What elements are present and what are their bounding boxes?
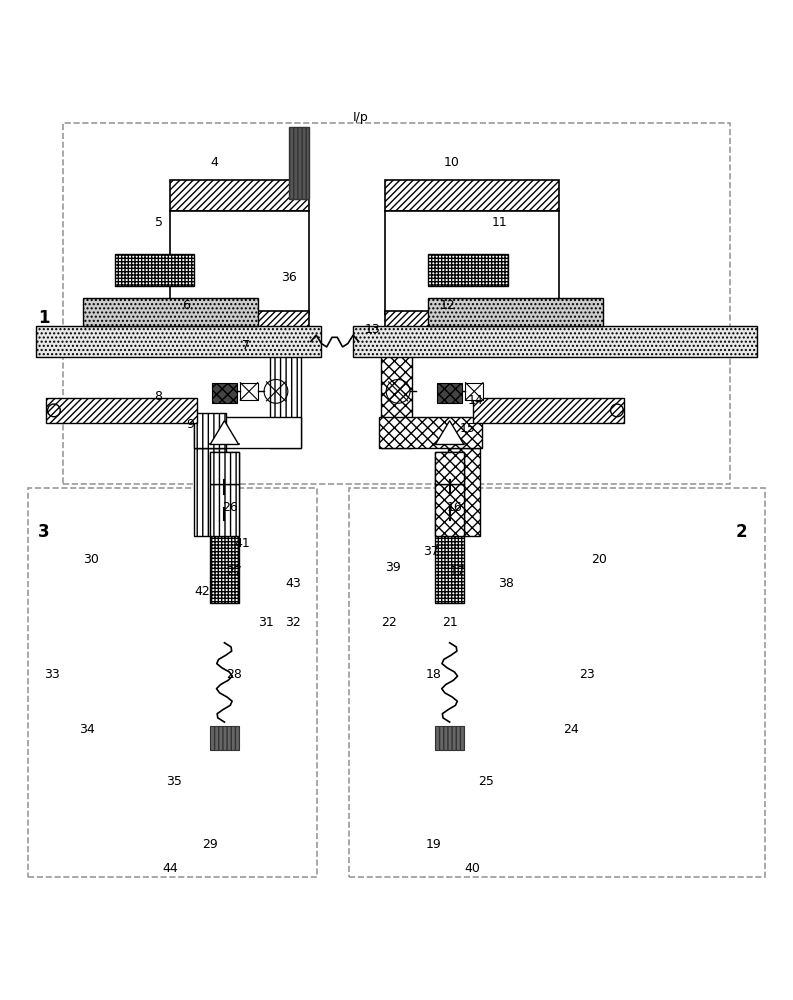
Bar bbox=[212, 383, 237, 403]
Bar bbox=[170, 311, 309, 341]
Text: 21: 21 bbox=[442, 616, 458, 629]
Bar bbox=[349, 488, 765, 877]
Text: 14: 14 bbox=[468, 394, 484, 407]
Text: 43: 43 bbox=[285, 577, 301, 590]
Text: 29: 29 bbox=[202, 838, 218, 851]
Text: 22: 22 bbox=[381, 616, 396, 629]
Text: 25: 25 bbox=[478, 775, 494, 788]
Text: 42: 42 bbox=[194, 585, 210, 598]
Bar bbox=[46, 398, 197, 423]
Text: 40: 40 bbox=[464, 862, 480, 875]
Bar bbox=[115, 254, 194, 286]
Bar bbox=[83, 298, 258, 326]
Text: 37: 37 bbox=[423, 545, 439, 558]
Bar bbox=[435, 726, 464, 750]
Text: 33: 33 bbox=[44, 668, 59, 681]
Text: 32: 32 bbox=[285, 616, 301, 629]
Text: 9: 9 bbox=[186, 418, 194, 431]
Bar bbox=[385, 311, 559, 341]
Text: 24: 24 bbox=[563, 723, 579, 736]
Text: 30: 30 bbox=[83, 553, 99, 566]
Text: 34: 34 bbox=[79, 723, 95, 736]
Bar bbox=[210, 452, 239, 484]
Text: 23: 23 bbox=[579, 668, 595, 681]
Bar bbox=[194, 448, 226, 536]
Bar bbox=[448, 448, 480, 536]
Bar bbox=[435, 452, 464, 484]
Text: 28: 28 bbox=[226, 668, 242, 681]
Text: 2: 2 bbox=[736, 523, 747, 541]
Bar bbox=[473, 398, 624, 423]
Bar bbox=[385, 211, 559, 314]
Text: 26: 26 bbox=[222, 501, 238, 514]
Text: 20: 20 bbox=[591, 553, 607, 566]
Text: 35: 35 bbox=[167, 775, 182, 788]
Bar bbox=[240, 383, 258, 400]
Bar bbox=[194, 417, 301, 448]
Bar bbox=[220, 494, 228, 500]
Bar bbox=[379, 417, 482, 448]
Text: 13: 13 bbox=[365, 323, 381, 336]
Text: 11: 11 bbox=[492, 216, 508, 229]
Bar bbox=[210, 484, 239, 536]
Text: 31: 31 bbox=[258, 616, 274, 629]
Bar bbox=[220, 502, 228, 508]
Text: 7: 7 bbox=[242, 339, 250, 352]
Text: 5: 5 bbox=[155, 216, 163, 229]
Text: 10: 10 bbox=[444, 156, 460, 169]
Polygon shape bbox=[210, 421, 239, 444]
Text: 41: 41 bbox=[234, 537, 250, 550]
Text: 6: 6 bbox=[182, 299, 190, 312]
Bar bbox=[435, 452, 464, 603]
Text: 38: 38 bbox=[498, 577, 514, 590]
Text: 12: 12 bbox=[440, 299, 456, 312]
Bar bbox=[28, 488, 317, 877]
Bar bbox=[170, 211, 309, 314]
Text: 27: 27 bbox=[226, 565, 242, 578]
Text: 19: 19 bbox=[426, 838, 442, 851]
Bar bbox=[435, 484, 464, 536]
Text: 1: 1 bbox=[38, 309, 49, 327]
Bar bbox=[289, 127, 309, 199]
Text: 16: 16 bbox=[446, 501, 462, 514]
Bar bbox=[210, 726, 239, 750]
Text: 15: 15 bbox=[460, 422, 476, 435]
Bar bbox=[270, 341, 301, 448]
Text: 3: 3 bbox=[38, 523, 49, 541]
Bar bbox=[465, 383, 483, 400]
Text: 17: 17 bbox=[450, 565, 465, 578]
Bar bbox=[446, 502, 454, 508]
Bar bbox=[170, 180, 309, 211]
Polygon shape bbox=[435, 421, 464, 444]
Bar bbox=[428, 298, 603, 326]
Bar bbox=[210, 452, 239, 603]
Text: 8: 8 bbox=[155, 390, 163, 403]
Bar bbox=[353, 326, 757, 357]
Text: 44: 44 bbox=[163, 862, 178, 875]
Text: 4: 4 bbox=[210, 156, 218, 169]
Bar bbox=[36, 326, 321, 357]
Bar bbox=[446, 494, 454, 500]
Text: I/p: I/p bbox=[353, 111, 369, 124]
Text: 18: 18 bbox=[426, 668, 442, 681]
Bar bbox=[437, 383, 462, 403]
Bar bbox=[194, 413, 226, 448]
Text: 36: 36 bbox=[282, 271, 297, 284]
Text: 39: 39 bbox=[385, 561, 400, 574]
Bar bbox=[385, 180, 559, 211]
Bar bbox=[63, 123, 730, 484]
Bar bbox=[428, 254, 508, 286]
Bar bbox=[381, 341, 412, 448]
